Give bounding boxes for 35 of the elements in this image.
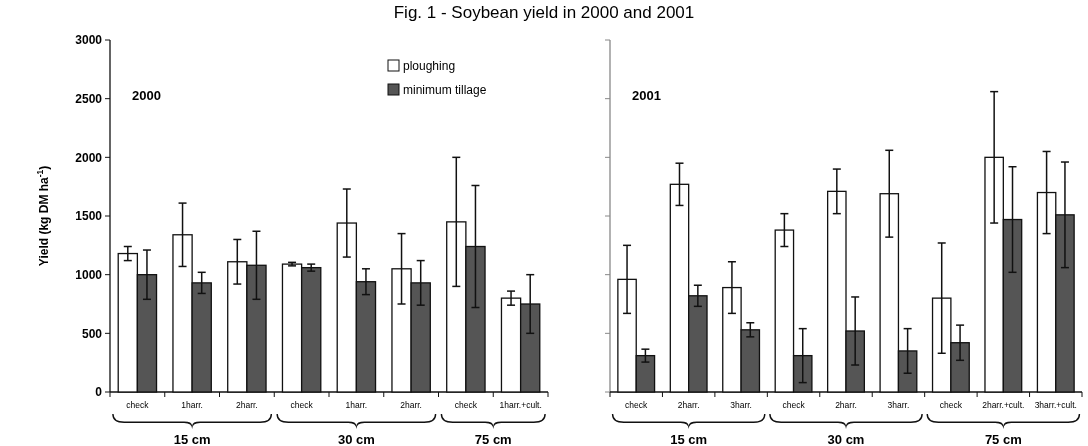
text: 30 cm bbox=[337, 432, 375, 446]
x-tick-label: 2harr.+cult. bbox=[982, 400, 1025, 410]
annotation: 2000 bbox=[132, 88, 161, 103]
x-tick-label: 1harr. bbox=[181, 400, 203, 410]
text: 15 cm bbox=[173, 432, 211, 446]
y-tick-label: 3000 bbox=[75, 33, 103, 48]
text: 15 cm bbox=[670, 432, 708, 446]
x-tick-label: 2harr. bbox=[835, 400, 857, 410]
y-tick-label: 1000 bbox=[75, 267, 103, 282]
chart-title: Fig. 1 - Soybean yield in 2000 and 2001 bbox=[393, 3, 695, 22]
y-tick-label: 1500 bbox=[75, 209, 103, 224]
x-tick-label: check bbox=[782, 400, 806, 410]
y-tick-label: 500 bbox=[81, 326, 103, 341]
x-tick-label: 2harr. bbox=[677, 400, 700, 410]
x-tick-label: 3harr. bbox=[730, 400, 752, 410]
x-tick-label: check bbox=[939, 400, 963, 410]
text: 75 cm bbox=[984, 432, 1022, 446]
y-tick-label: 2000 bbox=[75, 150, 103, 165]
x-tick-label: 3harr.+cult. bbox=[1034, 400, 1077, 410]
x-tick-label: check bbox=[126, 400, 150, 410]
x-tick-label: 3harr. bbox=[887, 400, 910, 410]
x-tick-label: check bbox=[454, 400, 478, 410]
x-tick-label: 1harr. bbox=[345, 400, 368, 410]
legend-label: minimum tillage bbox=[403, 83, 487, 97]
x-tick-label: check bbox=[290, 400, 314, 410]
y-tick-label: 2500 bbox=[75, 91, 103, 106]
text: 30 cm bbox=[827, 432, 865, 446]
x-tick-label: 2harr. bbox=[236, 400, 258, 410]
y-tick-label: 0 bbox=[95, 385, 103, 400]
annotation: 2001 bbox=[632, 88, 661, 103]
x-tick-label: check bbox=[625, 400, 649, 410]
text: 75 cm bbox=[474, 432, 512, 446]
x-tick-label: 2harr. bbox=[400, 400, 422, 410]
legend-label: ploughing bbox=[403, 59, 456, 73]
x-tick-label: 1harr.+cult. bbox=[499, 400, 542, 410]
